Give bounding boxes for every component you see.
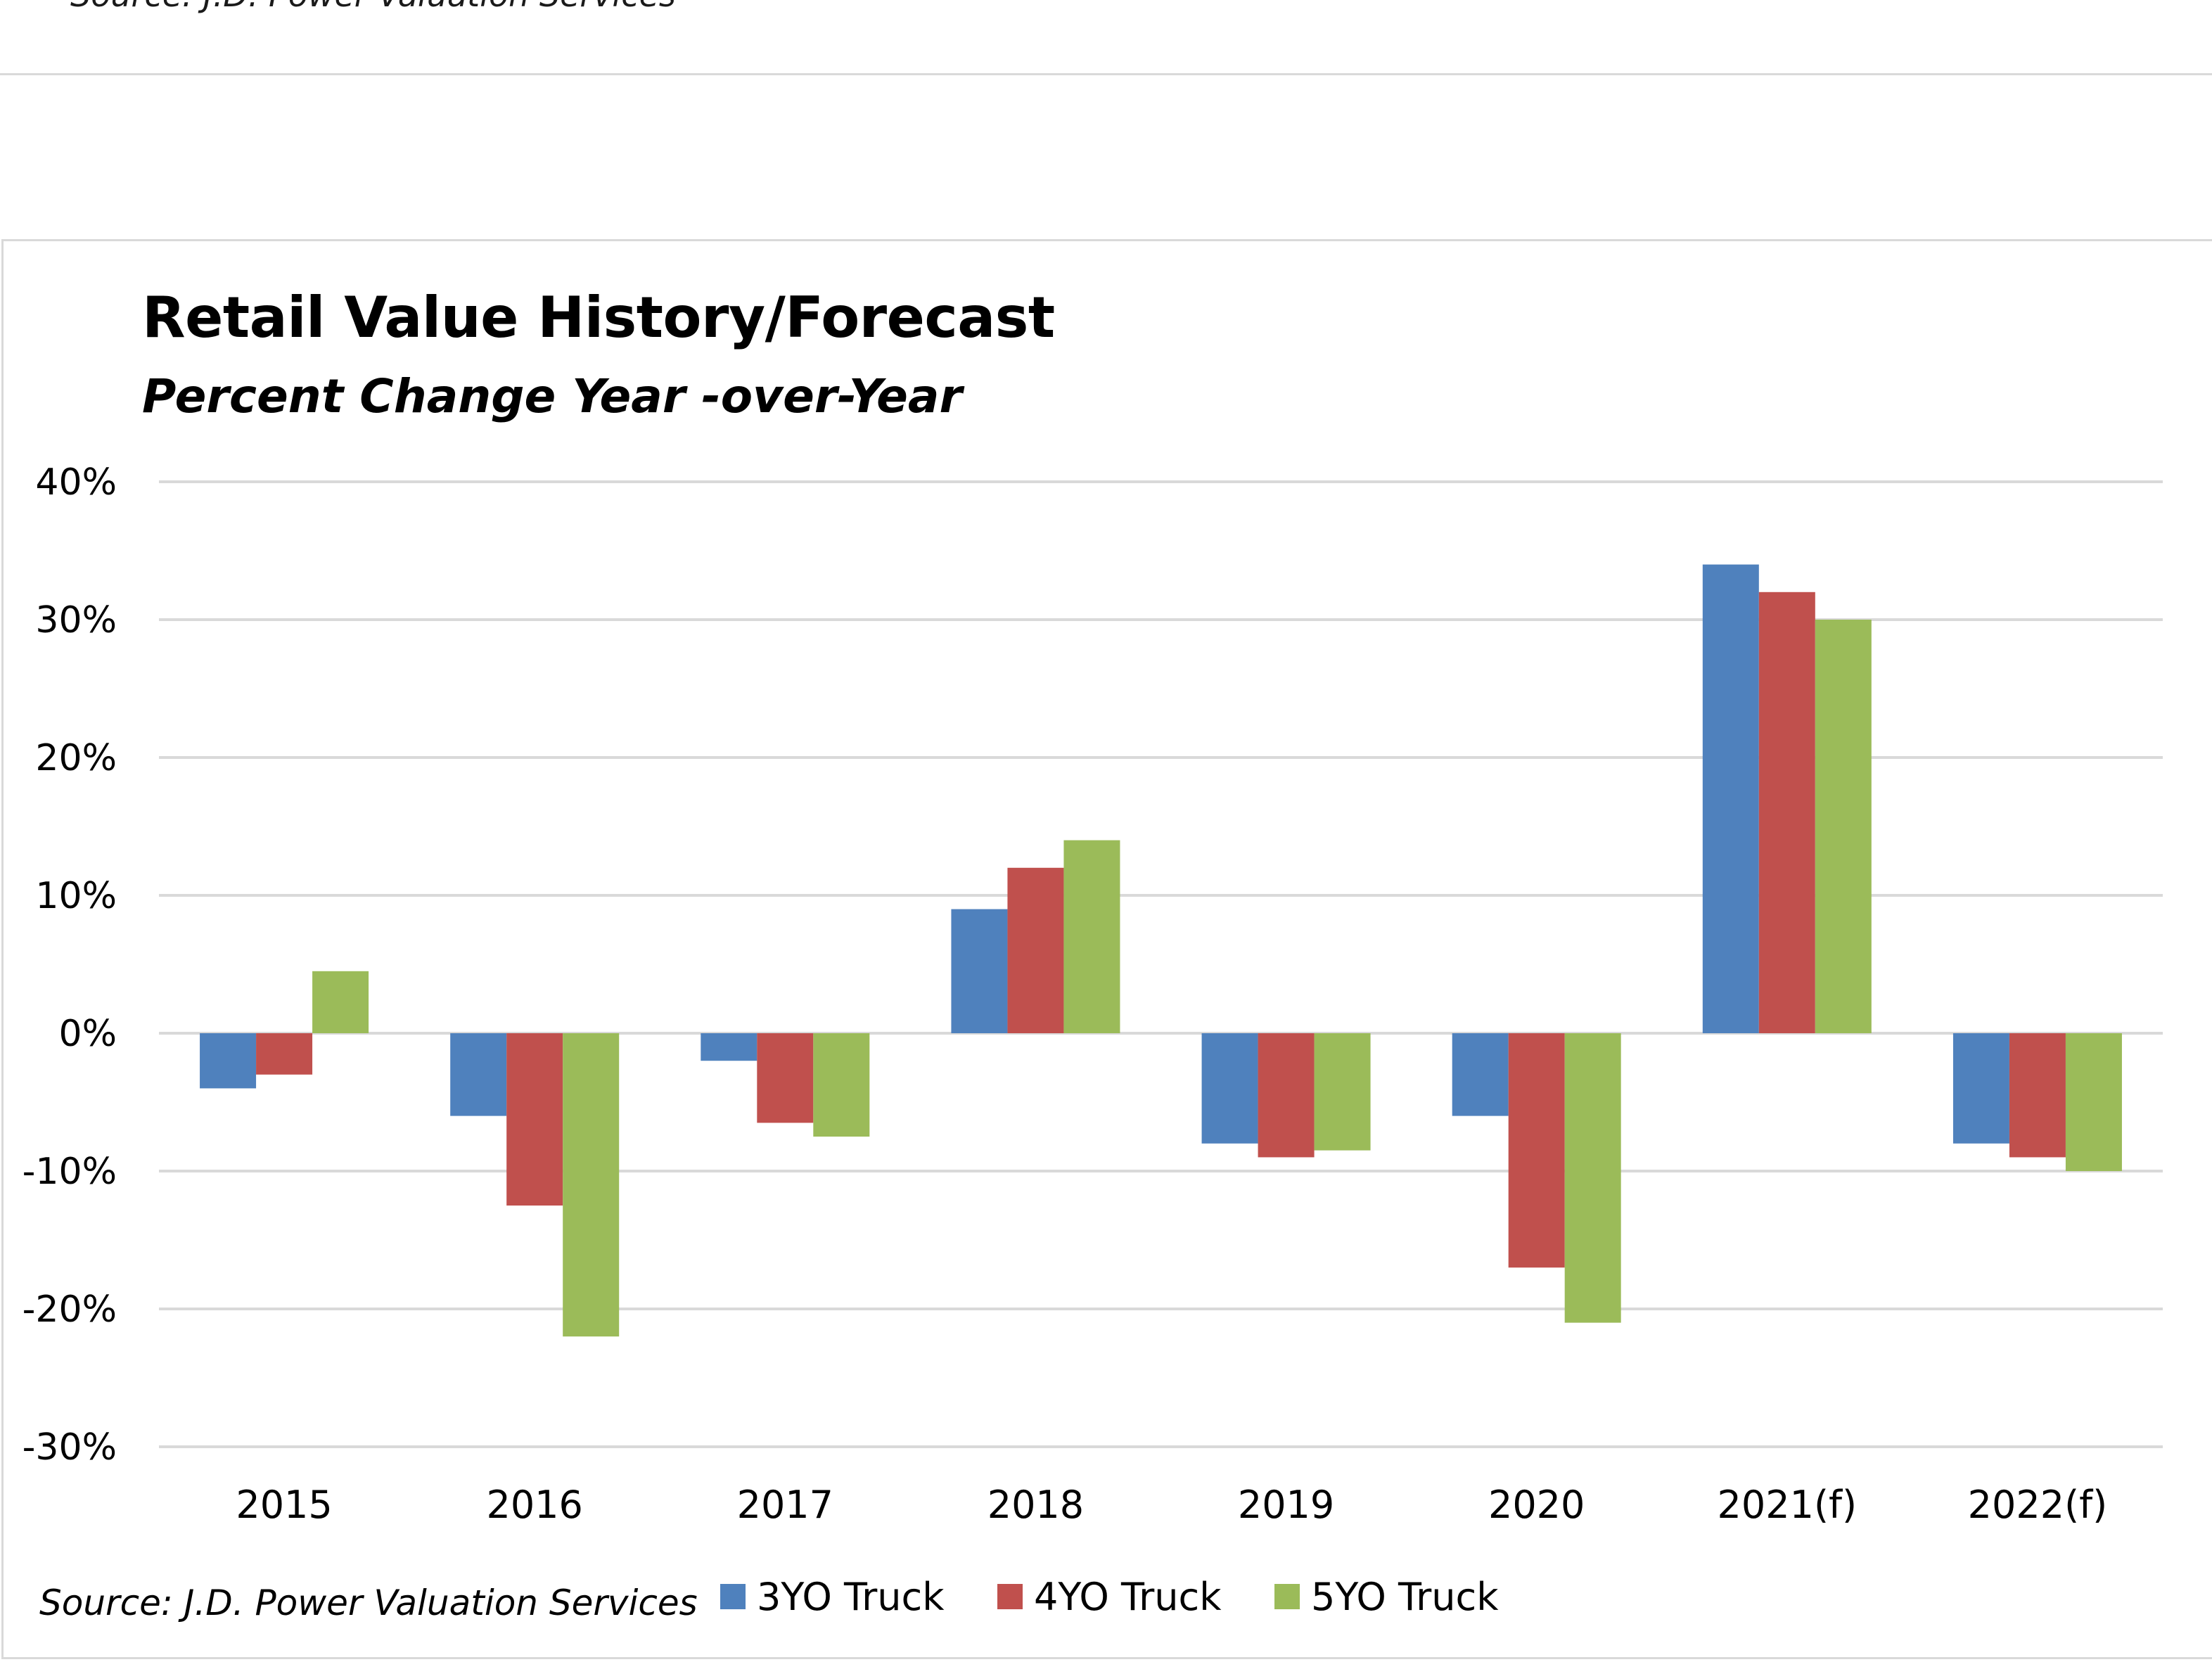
x-tick-label: 2018 [987, 1483, 1084, 1527]
bar-5yo-truck [813, 1033, 870, 1137]
bar-4yo-truck [1007, 867, 1064, 1033]
legend-item-4yo: 4YO Truck [997, 1574, 1222, 1619]
x-tick-label: 2016 [486, 1483, 582, 1527]
bar-5yo-truck [1564, 1033, 1621, 1323]
bar-3yo-truck [1201, 1033, 1258, 1144]
legend-label-3yo: 3YO Truck [757, 1574, 945, 1619]
legend-label-5yo: 5YO Truck [1311, 1574, 1499, 1619]
y-tick-label: 30% [35, 599, 117, 641]
x-tick-label: 2019 [1238, 1483, 1334, 1527]
y-tick-label: -10% [23, 1151, 117, 1193]
bar-5yo-truck [1815, 620, 1872, 1033]
legend-label-4yo: 4YO Truck [1034, 1574, 1222, 1619]
y-tick-label: 0% [59, 1013, 117, 1055]
bar-4yo-truck [2009, 1033, 2066, 1158]
bar-3yo-truck [450, 1033, 507, 1116]
bar-5yo-truck [312, 971, 369, 1033]
bar-3yo-truck [1702, 564, 1759, 1033]
legend-swatch-4yo [997, 1584, 1023, 1609]
bar-4yo-truck [1258, 1033, 1315, 1158]
bar-3yo-truck [701, 1033, 757, 1061]
bar-4yo-truck [256, 1033, 313, 1075]
top-source-note: Source: J.D. Power Valuation Services [70, 0, 676, 14]
legend-item-3yo: 3YO Truck [720, 1574, 945, 1619]
chart-title: Retail Value History/Forecast [142, 285, 1055, 350]
bar-4yo-truck [757, 1033, 814, 1123]
bar-5yo-truck [1314, 1033, 1371, 1151]
bar-5yo-truck [2065, 1033, 2122, 1171]
bar-3yo-truck [1952, 1033, 2009, 1144]
bar-3yo-truck [951, 909, 1008, 1033]
bar-5yo-truck [1063, 840, 1120, 1033]
bar-4yo-truck [1508, 1033, 1565, 1268]
y-tick-label: -30% [23, 1426, 117, 1469]
bar-4yo-truck [506, 1033, 563, 1206]
x-tick-label: 2022(f) [1968, 1483, 2108, 1527]
y-tick-label: 40% [35, 461, 117, 504]
y-tick-label: 10% [35, 875, 117, 917]
bar-3yo-truck [1452, 1033, 1509, 1116]
bottom-source-note: Source: J.D. Power Valuation Services [39, 1583, 698, 1623]
legend-swatch-3yo [720, 1584, 746, 1609]
y-tick-label: -20% [23, 1289, 117, 1331]
top-divider [0, 73, 2212, 75]
y-tick-label: 20% [35, 737, 117, 779]
x-tick-label: 2021(f) [1718, 1483, 1858, 1527]
legend-item-5yo: 5YO Truck [1274, 1574, 1499, 1619]
bar-3yo-truck [200, 1033, 257, 1089]
bar-5yo-truck [563, 1033, 620, 1337]
x-tick-label: 2017 [737, 1483, 833, 1527]
x-tick-label: 2015 [236, 1483, 332, 1527]
bar-4yo-truck [1758, 592, 1815, 1033]
legend-swatch-5yo [1274, 1584, 1300, 1609]
chart-subtitle: Percent Change Year -over-Year [142, 369, 963, 423]
x-tick-label: 2020 [1488, 1483, 1585, 1527]
